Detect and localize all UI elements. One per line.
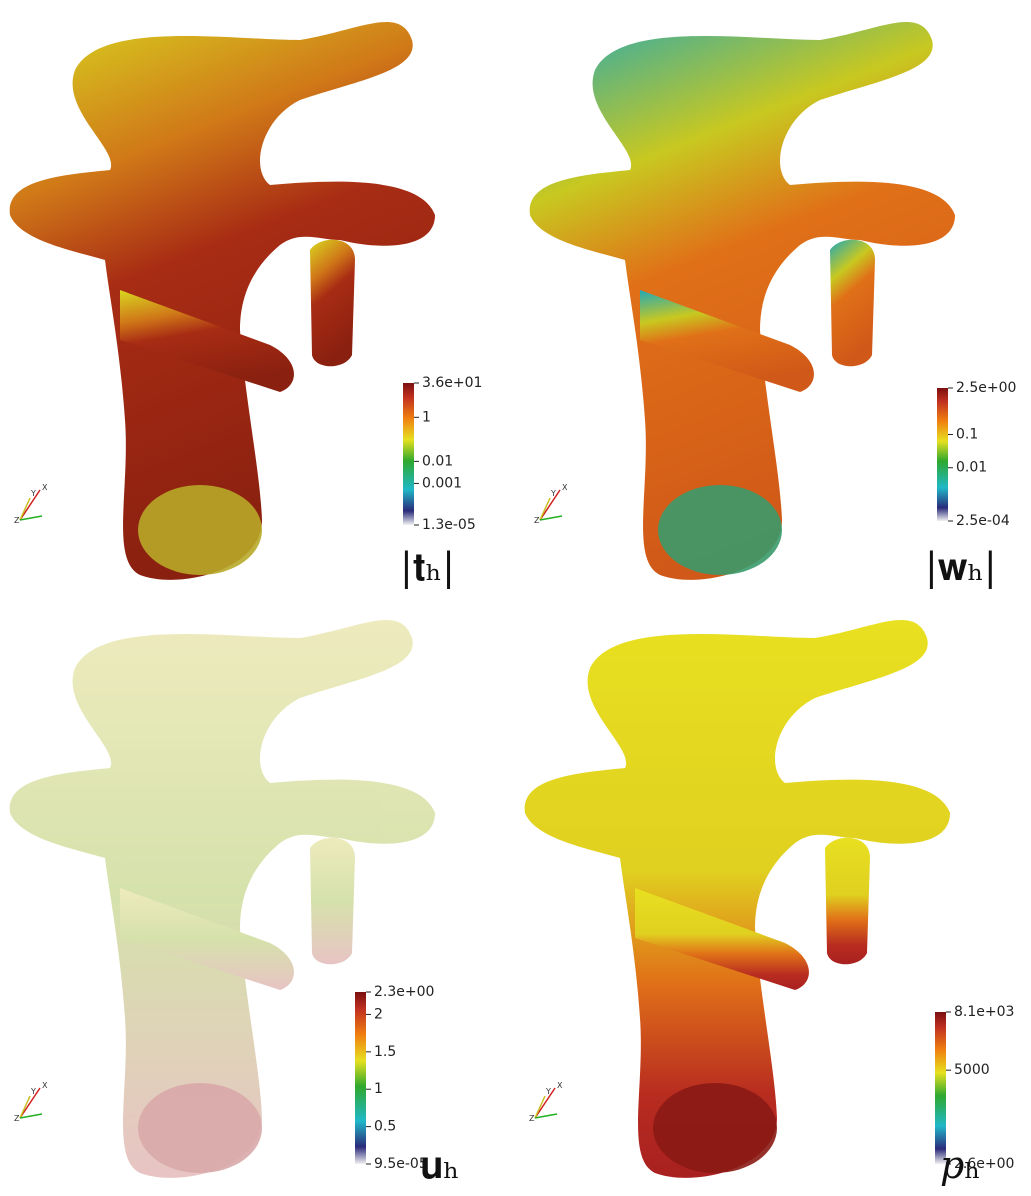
axis-label: X bbox=[42, 1081, 48, 1090]
field-label: |𝐭ₕ| bbox=[400, 545, 455, 589]
axis-z bbox=[540, 516, 562, 520]
figure: XYZ3.6e+0110.010.0011.3e-05|𝐭ₕ|XYZ2.5e+0… bbox=[0, 0, 1031, 1196]
outlet bbox=[138, 1083, 262, 1173]
colorbar-tick-label: 0.01 bbox=[422, 453, 453, 469]
axis-label: X bbox=[562, 483, 568, 492]
outlet bbox=[658, 485, 782, 575]
orientation-triad: XY Z bbox=[14, 1081, 48, 1123]
colorbar-tick-label: 0.001 bbox=[422, 475, 462, 491]
orientation-triad: XY Z bbox=[534, 483, 568, 525]
axis-label: X bbox=[42, 483, 48, 492]
colorbar-tick-label: 1.5 bbox=[374, 1044, 396, 1060]
axis-label: X bbox=[557, 1081, 563, 1090]
orientation-triad: XY Z bbox=[14, 483, 48, 525]
axis-label: Y bbox=[30, 1087, 36, 1096]
outlet bbox=[138, 485, 262, 575]
colorbar-tick-label: 1 bbox=[422, 409, 431, 425]
axis-label: Z bbox=[534, 516, 540, 525]
axis-y bbox=[20, 1096, 30, 1118]
axis-z bbox=[535, 1114, 557, 1118]
colorbar-tick-label: 2.5e+00 bbox=[956, 380, 1016, 396]
colorbar bbox=[937, 388, 948, 521]
colorbar-tick-label: 0.5 bbox=[374, 1119, 396, 1135]
axis-z bbox=[20, 1114, 42, 1118]
orientation-triad: XY Z bbox=[529, 1081, 563, 1123]
axis-y bbox=[535, 1096, 545, 1118]
colorbar-tick-label: 2 bbox=[374, 1006, 383, 1022]
colorbar-tick-label: 2.5e-04 bbox=[956, 513, 1010, 529]
axis-x bbox=[540, 490, 560, 520]
axis-label: Y bbox=[30, 489, 36, 498]
colorbar-tick-label: 8.1e+03 bbox=[954, 1004, 1014, 1020]
axis-label: Y bbox=[545, 1087, 551, 1096]
colorbar-tick-label: 1.3e-05 bbox=[422, 517, 476, 533]
colorbar-tick-label: 0.01 bbox=[956, 460, 987, 476]
axis-label: Z bbox=[529, 1114, 535, 1123]
panel: XY Z 3.6e+01 1 0.01 0.001 1.3e-05 |𝐭ₕ| bbox=[10, 22, 483, 589]
axis-label: Y bbox=[550, 489, 556, 498]
axis-y bbox=[20, 498, 30, 520]
colorbar-tick-label: 5000 bbox=[954, 1062, 990, 1078]
colorbar-tick-label: 3.6e+01 bbox=[422, 375, 482, 391]
colorbar-tick-label: 2.3e+00 bbox=[374, 984, 434, 1000]
colorbar bbox=[403, 383, 414, 525]
colorbar bbox=[935, 1012, 946, 1164]
field-label: 𝑝ₕ bbox=[940, 1143, 981, 1187]
field-label: 𝐮ₕ bbox=[420, 1143, 460, 1187]
axis-y bbox=[540, 498, 550, 520]
axis-x bbox=[20, 490, 40, 520]
axis-z bbox=[20, 516, 42, 520]
outlet bbox=[653, 1083, 777, 1173]
axis-x bbox=[20, 1088, 40, 1118]
axis-x bbox=[535, 1088, 555, 1118]
colorbar-tick-label: 0.1 bbox=[956, 426, 978, 442]
colorbar-tick-label: 1 bbox=[374, 1081, 383, 1097]
field-label: |𝐰ₕ| bbox=[925, 545, 997, 589]
axis-label: Z bbox=[14, 516, 20, 525]
panel: XY Z 2.5e+00 0.1 0.01 2.5e-04 |𝐰ₕ| bbox=[530, 22, 1017, 589]
axis-label: Z bbox=[14, 1114, 20, 1123]
colorbar bbox=[355, 992, 366, 1164]
